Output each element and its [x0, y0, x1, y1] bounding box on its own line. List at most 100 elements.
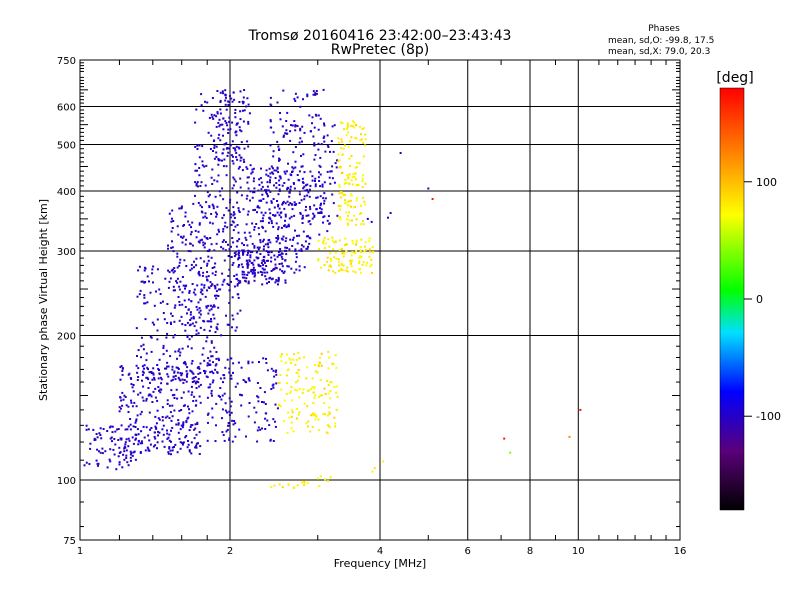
o-mode-point — [296, 242, 299, 245]
o-mode-point — [285, 170, 288, 173]
o-mode-point — [280, 252, 283, 255]
o-mode-point — [227, 424, 230, 427]
x-mode-point — [343, 193, 346, 196]
o-mode-point — [207, 255, 210, 258]
o-mode-point — [229, 216, 232, 219]
o-mode-point — [148, 449, 151, 452]
x-mode-point — [290, 427, 293, 430]
o-mode-point — [197, 332, 200, 335]
o-mode-point — [175, 388, 178, 391]
o-mode-point — [194, 446, 197, 449]
o-mode-point — [195, 184, 198, 187]
o-mode-point — [262, 214, 265, 217]
o-mode-point — [190, 226, 192, 229]
o-mode-point — [211, 283, 214, 286]
o-mode-point — [232, 241, 235, 244]
o-mode-point — [196, 380, 199, 383]
o-mode-point — [132, 442, 135, 445]
o-mode-point — [178, 348, 181, 351]
x-mode-point — [359, 125, 361, 128]
o-mode-point — [294, 129, 297, 132]
o-mode-point — [222, 128, 225, 131]
o-mode-point — [141, 280, 144, 283]
o-mode-point — [237, 167, 240, 170]
o-mode-point — [173, 370, 176, 373]
o-mode-point — [302, 98, 304, 101]
o-mode-point — [234, 147, 236, 150]
o-mode-point — [248, 112, 251, 115]
o-mode-point — [275, 267, 278, 270]
o-mode-point — [264, 428, 267, 430]
o-mode-point — [313, 158, 316, 161]
x-tick-label: 10 — [572, 546, 585, 557]
o-mode-point — [179, 258, 182, 261]
o-mode-point — [198, 316, 201, 319]
o-mode-point — [283, 270, 286, 273]
o-mode-point — [194, 181, 197, 184]
x-mode-point — [326, 260, 328, 263]
o-mode-point — [147, 448, 150, 451]
o-mode-point — [275, 382, 278, 385]
o-mode-point — [179, 428, 182, 431]
x-mode-point — [344, 202, 347, 205]
o-mode-point — [195, 321, 198, 324]
x-mode-point — [365, 248, 367, 251]
o-mode-point — [140, 430, 143, 433]
o-mode-point — [311, 175, 314, 178]
o-mode-point — [241, 266, 244, 269]
x-mode-point — [355, 249, 358, 252]
o-mode-point — [178, 285, 181, 288]
o-mode-point — [222, 198, 225, 201]
o-mode-point — [213, 317, 216, 320]
o-mode-point — [246, 254, 249, 256]
x-mode-point — [291, 409, 294, 412]
o-mode-point — [257, 248, 260, 251]
o-mode-point — [165, 349, 168, 352]
o-mode-point — [218, 159, 221, 162]
o-mode-point — [256, 382, 259, 384]
x-mode-point — [317, 240, 320, 242]
o-mode-point — [221, 394, 224, 397]
o-mode-point — [156, 329, 159, 332]
o-mode-point — [194, 376, 197, 378]
o-mode-point — [121, 373, 124, 376]
o-mode-point — [208, 359, 211, 362]
o-mode-point — [200, 267, 203, 269]
o-mode-point — [158, 418, 161, 421]
o-mode-point — [195, 305, 198, 308]
o-mode-point — [249, 199, 251, 202]
o-mode-point — [332, 150, 335, 153]
o-mode-point — [195, 182, 198, 185]
o-mode-point — [319, 165, 322, 168]
x-mode-point — [303, 481, 306, 484]
o-mode-point — [182, 381, 185, 384]
o-mode-point — [278, 207, 281, 210]
o-mode-point — [162, 312, 165, 314]
o-mode-point — [319, 207, 321, 210]
x-mode-point — [313, 387, 316, 390]
o-mode-point — [161, 428, 164, 431]
o-mode-point — [228, 371, 231, 374]
o-mode-point — [108, 426, 111, 429]
o-mode-point — [143, 302, 146, 305]
o-mode-point — [225, 122, 228, 124]
o-mode-point — [119, 407, 122, 410]
o-mode-point — [281, 258, 284, 260]
o-mode-point — [150, 350, 153, 353]
o-mode-point — [216, 205, 219, 208]
o-mode-point — [186, 417, 189, 420]
o-mode-point — [260, 262, 263, 264]
x-mode-point — [332, 362, 335, 365]
x-mode-point — [285, 392, 288, 395]
o-mode-point — [217, 174, 220, 177]
o-mode-point — [240, 394, 243, 397]
o-mode-point — [226, 226, 229, 229]
o-mode-point — [210, 113, 213, 116]
o-mode-point — [211, 370, 213, 373]
x-mode-point — [337, 204, 340, 207]
o-mode-point — [230, 97, 233, 100]
o-mode-point — [279, 253, 282, 256]
o-mode-point — [191, 244, 194, 247]
o-mode-point — [162, 300, 164, 303]
x-mode-point — [364, 138, 367, 141]
